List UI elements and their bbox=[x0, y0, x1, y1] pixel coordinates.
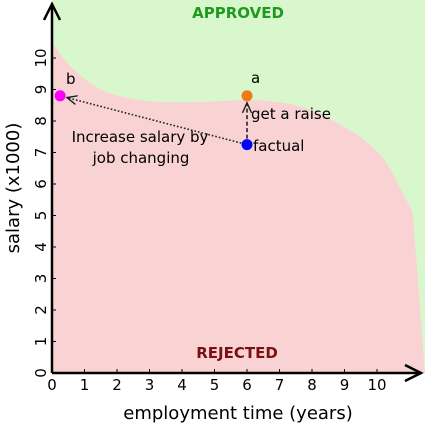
x-tick-label: 2 bbox=[112, 376, 122, 394]
y-ticks: 0 1 2 3 4 5 6 7 8 9 10 bbox=[32, 48, 56, 378]
x-tick-label: 6 bbox=[242, 376, 252, 394]
x-tick-label: 4 bbox=[177, 376, 187, 394]
x-tick-label: 3 bbox=[145, 376, 155, 394]
point-a-label: a bbox=[251, 69, 260, 87]
job-change-arrow bbox=[67, 98, 242, 144]
y-tick-label: 4 bbox=[32, 242, 50, 252]
x-tick-label: 8 bbox=[307, 376, 317, 394]
y-tick-label: 7 bbox=[32, 148, 50, 158]
approved-label: APPROVED bbox=[192, 4, 284, 22]
decision-regions bbox=[52, 0, 425, 373]
y-tick-label: 2 bbox=[32, 305, 50, 315]
job-change-label-line1: Increase salary by bbox=[72, 128, 209, 146]
factual-label: factual bbox=[253, 137, 304, 155]
y-tick-label: 5 bbox=[32, 211, 50, 221]
rejected-region bbox=[52, 42, 425, 373]
y-tick-label: 6 bbox=[32, 179, 50, 189]
x-tick-label: 5 bbox=[210, 376, 220, 394]
y-axis-arrowhead bbox=[42, 1, 62, 21]
point-b-label: b bbox=[66, 70, 76, 88]
x-axis-label: employment time (years) bbox=[123, 403, 352, 424]
x-tick-label: 10 bbox=[367, 376, 386, 394]
y-tick-label: 8 bbox=[32, 116, 50, 126]
point-b bbox=[54, 90, 66, 102]
points bbox=[54, 90, 253, 151]
y-tick-label: 9 bbox=[32, 85, 50, 95]
job-change-label-line2: job changing bbox=[92, 149, 190, 167]
x-tick-label: 9 bbox=[340, 376, 350, 394]
x-tick-label: 1 bbox=[80, 376, 90, 394]
point-a bbox=[241, 90, 253, 102]
point-factual bbox=[241, 139, 253, 151]
y-axis-label: salary (x1000) bbox=[3, 123, 24, 254]
x-ticks: 0 1 2 3 4 5 6 7 8 9 10 bbox=[47, 369, 387, 394]
y-tick-label: 3 bbox=[32, 274, 50, 284]
x-tick-label: 7 bbox=[275, 376, 285, 394]
x-axis-arrowhead bbox=[404, 363, 424, 383]
y-tick-label: 1 bbox=[32, 337, 50, 347]
rejected-label: REJECTED bbox=[196, 344, 278, 362]
x-tick-label: 0 bbox=[47, 376, 57, 394]
raise-label: get a raise bbox=[251, 105, 331, 123]
y-tick-label: 10 bbox=[32, 48, 50, 67]
axes bbox=[42, 1, 424, 383]
y-tick-label: 0 bbox=[32, 368, 50, 378]
